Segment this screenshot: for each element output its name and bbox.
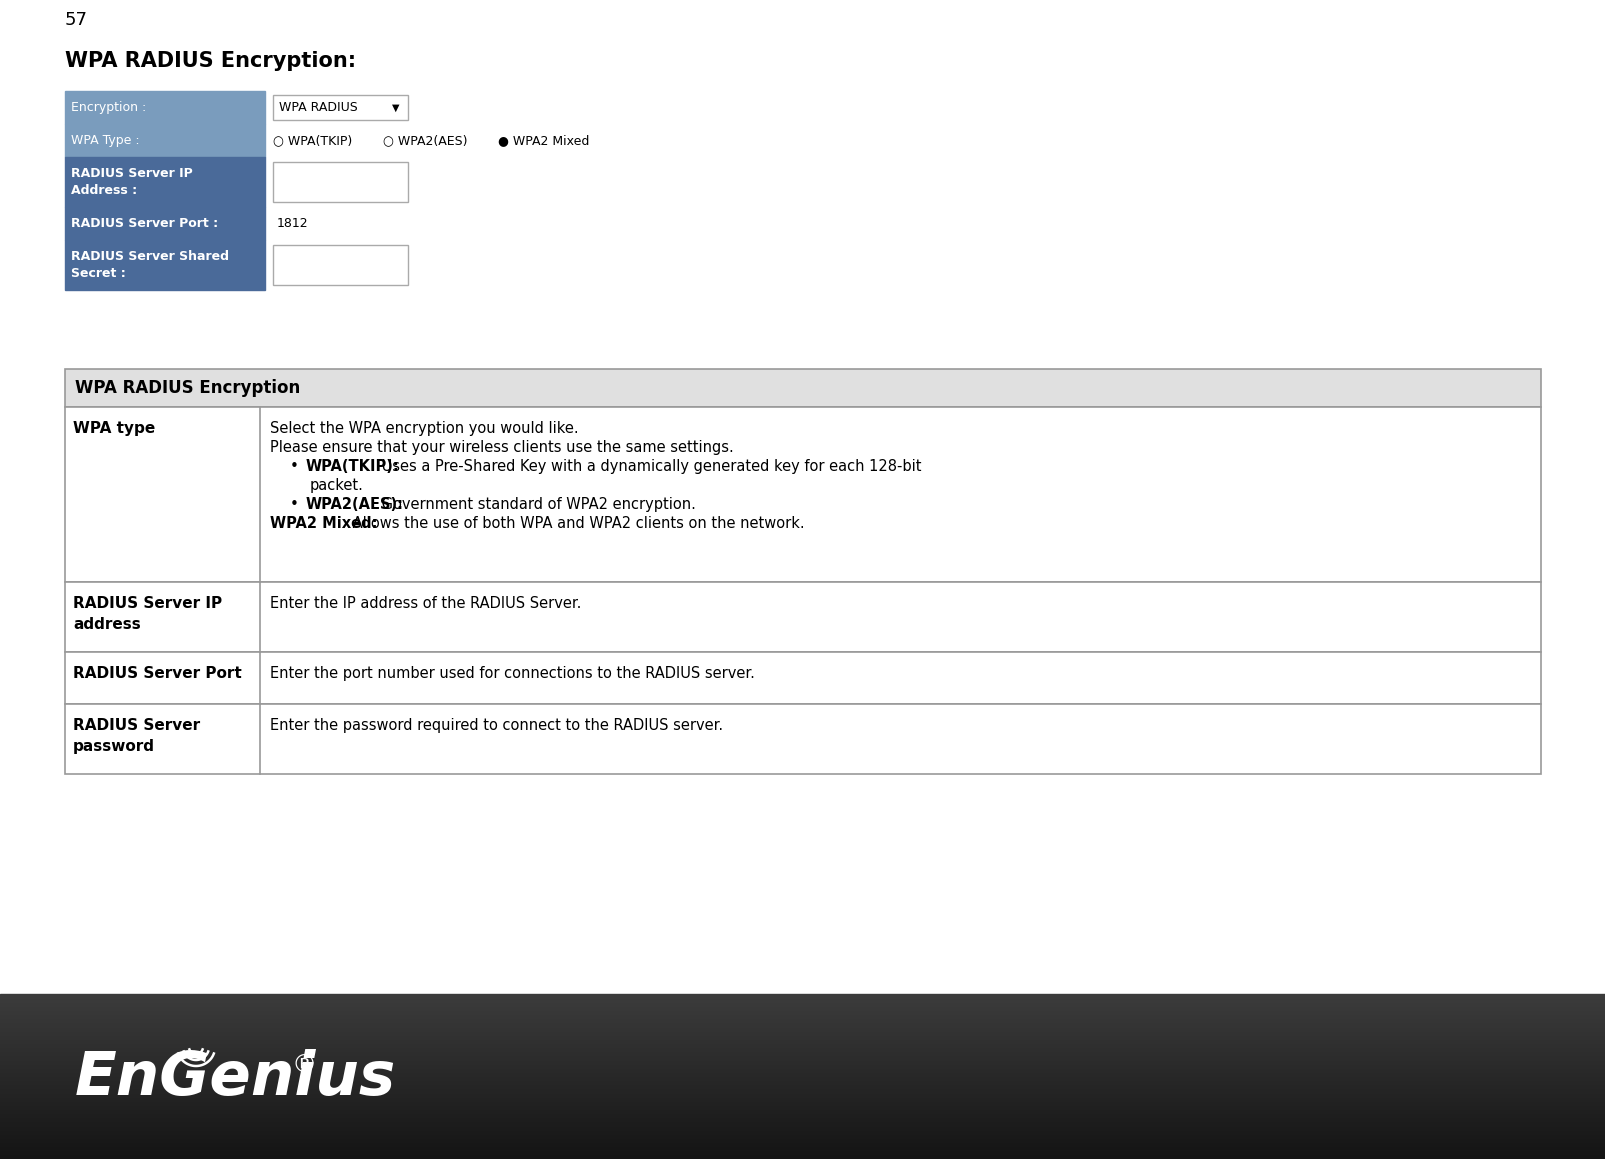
- Text: WPA RADIUS Encryption: WPA RADIUS Encryption: [75, 379, 300, 398]
- Text: •: •: [291, 497, 299, 512]
- Text: WPA RADIUS Encryption:: WPA RADIUS Encryption:: [64, 51, 356, 71]
- Text: Allows the use of both WPA and WPA2 clients on the network.: Allows the use of both WPA and WPA2 clie…: [348, 516, 804, 531]
- Text: •: •: [291, 459, 299, 474]
- Text: WPA2 Mixed:: WPA2 Mixed:: [270, 516, 377, 531]
- Text: Enter the password required to connect to the RADIUS server.: Enter the password required to connect t…: [270, 717, 722, 732]
- Text: ▼: ▼: [392, 102, 400, 112]
- Text: ○ WPA(TKIP): ○ WPA(TKIP): [273, 134, 351, 147]
- Text: RADIUS Server Port: RADIUS Server Port: [72, 666, 242, 681]
- Text: ®: ®: [292, 1054, 316, 1078]
- Text: EnGenius: EnGenius: [75, 1050, 396, 1108]
- Text: RADIUS Server IP
address: RADIUS Server IP address: [72, 596, 221, 632]
- Bar: [273, 162, 408, 202]
- Bar: [64, 369, 1541, 407]
- Bar: [64, 582, 1541, 653]
- Bar: [64, 240, 265, 290]
- Bar: [64, 156, 265, 207]
- Text: WPA Type :: WPA Type :: [71, 134, 140, 147]
- Text: Government standard of WPA2 encryption.: Government standard of WPA2 encryption.: [377, 497, 695, 512]
- Text: WPA RADIUS: WPA RADIUS: [279, 101, 358, 114]
- Text: WPA(TKIP):: WPA(TKIP):: [307, 459, 400, 474]
- Text: RADIUS Server
password: RADIUS Server password: [72, 717, 201, 755]
- Bar: [64, 704, 1541, 774]
- Text: RADIUS Server Shared
Secret :: RADIUS Server Shared Secret :: [71, 250, 230, 280]
- Text: WPA type: WPA type: [72, 421, 156, 436]
- Text: RADIUS Server IP
Address :: RADIUS Server IP Address :: [71, 167, 193, 197]
- Bar: [64, 124, 265, 156]
- Text: Encryption :: Encryption :: [71, 101, 146, 114]
- Text: ● WPA2 Mixed: ● WPA2 Mixed: [498, 134, 589, 147]
- Text: packet.: packet.: [310, 478, 364, 493]
- Text: Enter the port number used for connections to the RADIUS server.: Enter the port number used for connectio…: [270, 666, 754, 681]
- Text: Uses a Pre-Shared Key with a dynamically generated key for each 128-bit: Uses a Pre-Shared Key with a dynamically…: [377, 459, 921, 474]
- Text: RADIUS Server Port :: RADIUS Server Port :: [71, 217, 218, 229]
- Text: 57: 57: [64, 10, 88, 29]
- Bar: [273, 95, 408, 121]
- Text: Enter the IP address of the RADIUS Server.: Enter the IP address of the RADIUS Serve…: [270, 596, 581, 611]
- Text: Select the WPA encryption you would like.: Select the WPA encryption you would like…: [270, 421, 578, 436]
- Text: WPA2(AES):: WPA2(AES):: [307, 497, 404, 512]
- Text: 1812: 1812: [276, 217, 308, 229]
- Text: Please ensure that your wireless clients use the same settings.: Please ensure that your wireless clients…: [270, 440, 733, 455]
- Bar: [64, 407, 1541, 582]
- Bar: [64, 92, 265, 124]
- Text: ○ WPA2(AES): ○ WPA2(AES): [382, 134, 467, 147]
- Bar: [64, 653, 1541, 704]
- Bar: [273, 245, 408, 285]
- Bar: [64, 207, 265, 240]
